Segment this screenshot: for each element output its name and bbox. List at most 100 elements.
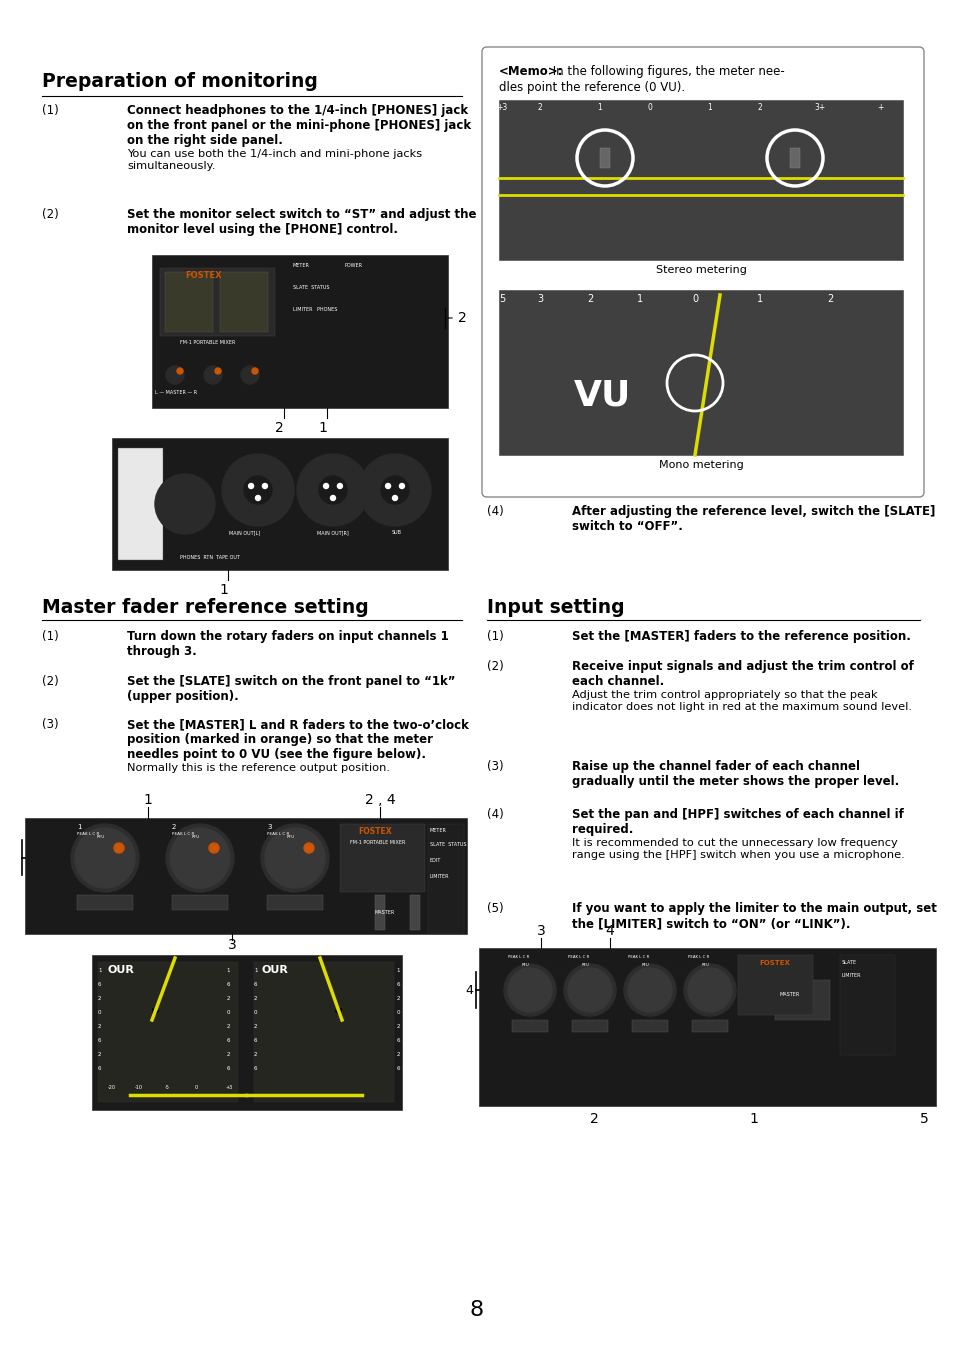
Text: 6: 6 <box>98 1066 101 1072</box>
Text: RFU: RFU <box>97 834 105 838</box>
Circle shape <box>262 484 267 488</box>
Circle shape <box>380 476 409 504</box>
Text: EDIT: EDIT <box>430 857 441 863</box>
Circle shape <box>214 368 221 373</box>
Bar <box>77 895 132 910</box>
Text: (4): (4) <box>486 506 503 518</box>
Text: Mono metering: Mono metering <box>658 460 742 470</box>
Text: 2: 2 <box>396 1051 399 1057</box>
Text: Connect headphones to the 1/4-inch [PHONES] jack
on the front panel or the mini-: Connect headphones to the 1/4-inch [PHON… <box>127 104 471 147</box>
Bar <box>172 895 228 910</box>
Text: Stereo metering: Stereo metering <box>655 266 745 275</box>
Bar <box>840 954 894 1055</box>
Bar <box>375 895 385 930</box>
Text: 0: 0 <box>647 102 652 112</box>
Text: (5): (5) <box>486 902 503 915</box>
Bar <box>25 818 467 934</box>
Text: 6: 6 <box>396 981 399 987</box>
Bar <box>599 148 609 168</box>
Text: 6: 6 <box>226 981 230 987</box>
Text: 1: 1 <box>756 294 762 305</box>
Bar <box>428 824 463 934</box>
Text: 4: 4 <box>465 984 473 996</box>
Text: -20: -20 <box>108 1085 116 1091</box>
Text: 3: 3 <box>536 923 545 938</box>
Text: 6: 6 <box>98 981 101 987</box>
Text: 2: 2 <box>226 1024 230 1029</box>
Text: 2: 2 <box>757 102 761 112</box>
Text: (2): (2) <box>42 675 59 687</box>
Circle shape <box>337 484 342 488</box>
Circle shape <box>507 968 552 1012</box>
Circle shape <box>255 496 260 500</box>
Text: 3+: 3+ <box>814 102 824 112</box>
Bar <box>498 100 902 260</box>
Text: L — MASTER — R: L — MASTER — R <box>154 390 197 395</box>
Text: Set the pan and [HPF] switches of each channel if
required.: Set the pan and [HPF] switches of each c… <box>572 807 902 836</box>
Text: 5: 5 <box>919 1112 927 1126</box>
Circle shape <box>166 824 233 892</box>
Text: 0: 0 <box>691 294 698 305</box>
Text: (4): (4) <box>486 807 503 821</box>
Circle shape <box>75 828 135 888</box>
Circle shape <box>563 964 616 1016</box>
Text: Set the [MASTER] faders to the reference position.: Set the [MASTER] faders to the reference… <box>572 630 910 643</box>
Circle shape <box>392 496 397 500</box>
Text: RFU: RFU <box>701 962 709 967</box>
Circle shape <box>623 964 676 1016</box>
Text: PEAK L C R: PEAK L C R <box>172 832 194 836</box>
Text: Turn down the rotary faders on input channels 1
through 3.: Turn down the rotary faders on input cha… <box>127 630 448 658</box>
Text: PEAK L C R: PEAK L C R <box>687 954 708 958</box>
Circle shape <box>330 496 335 500</box>
Bar <box>118 448 163 559</box>
Text: 2: 2 <box>253 996 257 1002</box>
Text: 6: 6 <box>226 1038 230 1043</box>
Bar <box>478 948 935 1105</box>
Text: 2: 2 <box>226 1051 230 1057</box>
Text: MAIN OUT[R]: MAIN OUT[R] <box>316 530 349 535</box>
Text: 6: 6 <box>253 1038 257 1043</box>
Bar <box>410 895 419 930</box>
Circle shape <box>385 484 390 488</box>
Text: PEAK L C R: PEAK L C R <box>507 954 529 958</box>
Text: PEAK L C R: PEAK L C R <box>567 954 589 958</box>
Circle shape <box>222 454 294 526</box>
Text: 6: 6 <box>396 1066 399 1072</box>
Text: +3: +3 <box>496 102 507 112</box>
Text: 2: 2 <box>98 996 101 1002</box>
Text: (2): (2) <box>486 661 503 673</box>
Text: Preparation of monitoring: Preparation of monitoring <box>42 71 317 92</box>
Text: 6: 6 <box>253 981 257 987</box>
Text: 6: 6 <box>253 1066 257 1072</box>
Text: 2: 2 <box>253 1051 257 1057</box>
Text: (3): (3) <box>42 718 58 731</box>
Bar <box>165 272 213 332</box>
Circle shape <box>683 964 735 1016</box>
Circle shape <box>296 454 369 526</box>
Text: LIMITER: LIMITER <box>841 973 861 979</box>
Bar <box>512 1020 547 1033</box>
Text: (1): (1) <box>486 630 503 643</box>
Text: 2 , 4: 2 , 4 <box>364 793 395 807</box>
Circle shape <box>154 474 214 534</box>
Text: 3: 3 <box>537 294 542 305</box>
Text: (3): (3) <box>486 760 503 772</box>
Text: Receive input signals and adjust the trim control of
each channel.: Receive input signals and adjust the tri… <box>572 661 913 687</box>
Text: 2: 2 <box>98 1024 101 1029</box>
Circle shape <box>358 454 431 526</box>
Bar <box>112 438 448 570</box>
Text: 0: 0 <box>98 1010 101 1015</box>
Bar <box>253 962 394 1103</box>
Text: After adjusting the reference level, switch the [SLATE]
switch to “OFF”.: After adjusting the reference level, swi… <box>572 506 934 532</box>
Bar <box>774 980 829 1020</box>
Text: 1: 1 <box>77 824 81 830</box>
Text: 1: 1 <box>749 1112 758 1126</box>
Text: OUR: OUR <box>262 965 289 975</box>
Text: dles point the reference (0 VU).: dles point the reference (0 VU). <box>498 81 684 94</box>
Text: 0: 0 <box>194 1085 198 1091</box>
Circle shape <box>166 367 184 384</box>
Text: +3: +3 <box>225 1085 232 1091</box>
Circle shape <box>318 476 347 504</box>
Text: LIMITER: LIMITER <box>430 874 449 879</box>
Circle shape <box>687 968 731 1012</box>
